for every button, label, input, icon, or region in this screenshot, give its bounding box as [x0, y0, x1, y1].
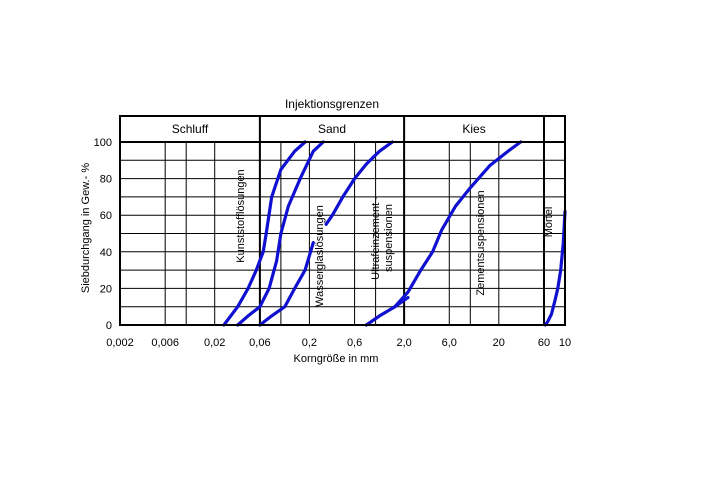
- x-tick-label: 6,0: [442, 337, 457, 349]
- x-tick-label: 0,6: [347, 337, 362, 349]
- x-tick-label: 0,06: [249, 337, 270, 349]
- curve-0-0: [222, 140, 307, 327]
- x-axis-ticks: 0,002 0,006 0,02 0,06 0,2 0,6 2,0 6,0 20 60 10: [106, 337, 571, 349]
- x-tick-label: 0,02: [204, 337, 225, 349]
- x-tick-label: 0,006: [151, 337, 179, 349]
- chart-title: Injektionsgrenzen: [285, 97, 379, 111]
- grading-curves: [222, 140, 567, 327]
- x-tick-label: 20: [493, 337, 505, 349]
- curve-4-0: [543, 209, 567, 327]
- curve-1-0: [258, 241, 315, 327]
- soil-zones: Schluff Sand Kies: [172, 116, 545, 325]
- x-tick-label: 10: [559, 337, 571, 349]
- region-label: Zementsuspensionen: [475, 190, 487, 295]
- region-label: Kunststofflösungen: [235, 169, 247, 262]
- y-tick-label: 20: [100, 283, 112, 295]
- x-axis-label: Korngröße in mm: [294, 353, 379, 365]
- x-tick-label: 2,0: [396, 337, 411, 349]
- y-tick-label: 0: [106, 320, 112, 332]
- curve-1-1: [324, 140, 394, 226]
- plot-frame: [119, 115, 566, 326]
- zone-label-schluff: Schluff: [172, 122, 209, 136]
- region-label-line: suspensionen: [383, 204, 395, 272]
- curve-0-1: [236, 140, 325, 327]
- region-label: Mörtel: [543, 207, 555, 238]
- curve-3-0: [393, 140, 523, 309]
- y-tick-label: 100: [94, 137, 112, 149]
- region-label: Ultrafeinzement -suspensionen: [370, 196, 395, 280]
- y-tick-label: 60: [100, 210, 112, 222]
- zone-label-kies: Kies: [462, 122, 485, 136]
- y-axis-ticks: 0 20 40 60 80 100: [94, 137, 112, 332]
- y-tick-label: 80: [100, 174, 112, 186]
- y-tick-label: 40: [100, 247, 112, 259]
- grid-lines: [120, 142, 565, 325]
- zone-label-sand: Sand: [318, 122, 346, 136]
- region-label-line: Ultrafeinzement -: [370, 196, 382, 280]
- x-tick-label: 0,2: [302, 337, 317, 349]
- region-label: Wasserglaslösungen: [314, 205, 326, 307]
- x-tick-label: 0,002: [106, 337, 134, 349]
- x-tick-label: 60: [538, 337, 550, 349]
- curve-2-0: [364, 296, 410, 327]
- y-axis-label: Siebdurchgang in Gew.- %: [80, 163, 92, 293]
- plot-border: [119, 115, 566, 326]
- region-labels: Kunststofflösungen Wasserglaslösungen Ultr…: [235, 169, 555, 307]
